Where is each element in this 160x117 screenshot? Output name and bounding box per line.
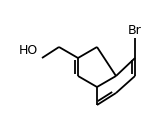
Text: Br: Br xyxy=(128,24,142,38)
Text: HO: HO xyxy=(18,44,38,57)
